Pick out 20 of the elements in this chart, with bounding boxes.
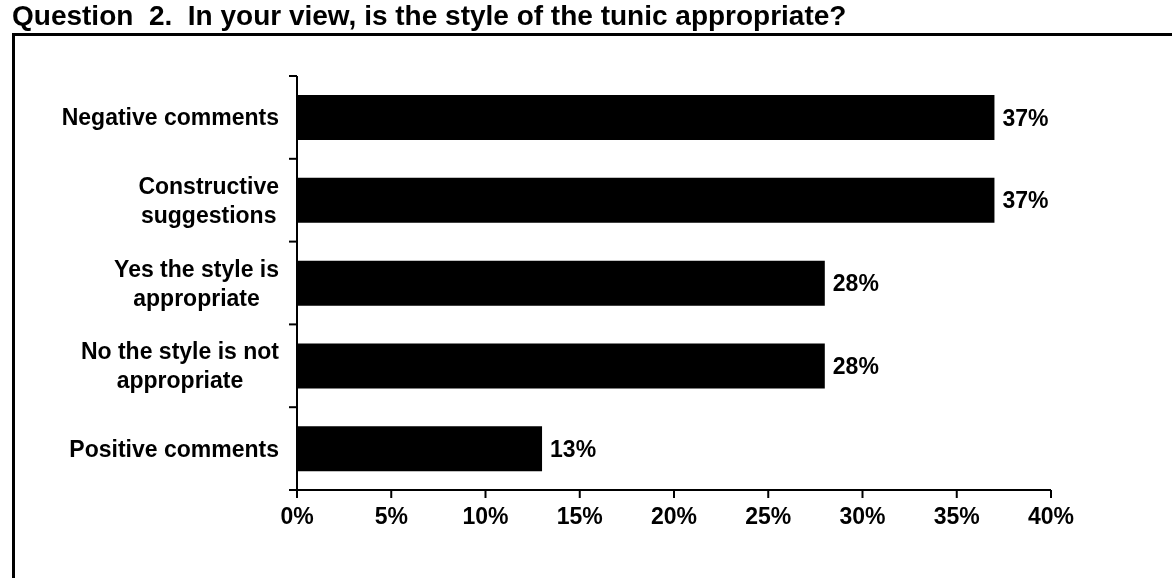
x-tick-label: 25% [745,503,792,530]
x-tick-label: 15% [556,503,603,530]
x-tick-label: 30% [839,503,886,530]
y-tick-label: No the style is not appropriate [80,338,280,394]
x-tick-label: 40% [1027,503,1075,530]
x-tick-label: 5% [374,503,408,530]
x-tick-label: 10% [462,503,509,530]
data-label: 28% [832,352,879,379]
y-tick-label: Positive comments [69,435,280,462]
data-label: 37% [1002,104,1049,131]
data-label: 37% [1002,187,1049,214]
data-label: 28% [832,270,879,297]
y-tick-label: Yes the style is appropriate [114,255,279,311]
x-tick-label: 20% [650,503,698,530]
chart-title: Question 2. In your view, is the style of the tunic appropriate? [12,0,847,31]
y-tick-label: Negative comments [61,104,280,131]
x-tick-label: 35% [933,503,980,530]
y-tick-label: Constructive suggestions [138,172,280,228]
x-tick-label: 0% [280,503,314,530]
data-label: 13% [550,435,597,462]
